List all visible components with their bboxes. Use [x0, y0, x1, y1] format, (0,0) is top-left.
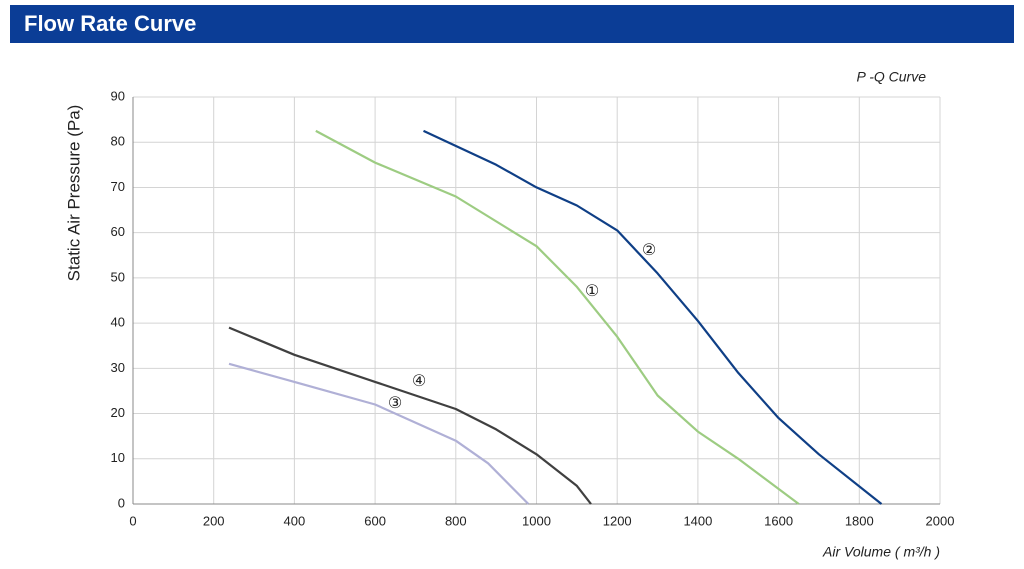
header-bar [10, 5, 1014, 43]
x-tick-label: 1200 [603, 513, 632, 528]
y-tick-label: 40 [111, 315, 125, 330]
y-tick-label: 90 [111, 88, 125, 103]
y-tick-label: 80 [111, 134, 125, 149]
x-tick-label: 800 [445, 513, 467, 528]
y-tick-label: 60 [111, 224, 125, 239]
curve-label: ③ [388, 395, 402, 412]
x-tick-label: 1000 [522, 513, 551, 528]
x-tick-label: 1400 [683, 513, 712, 528]
x-tick-label: 600 [364, 513, 386, 528]
curve-label: ② [642, 242, 656, 259]
x-tick-label: 1800 [845, 513, 874, 528]
x-tick-label: 200 [203, 513, 225, 528]
x-tick-label: 0 [129, 513, 136, 528]
y-tick-label: 70 [111, 179, 125, 194]
x-tick-label: 2000 [926, 513, 955, 528]
curve [228, 362, 530, 505]
y-tick-label: 20 [111, 405, 125, 420]
y-tick-label: 30 [111, 360, 125, 375]
curve-label: ① [585, 283, 599, 300]
curve [315, 129, 800, 505]
y-axis-label: Static Air Pressure (Pa) [64, 105, 83, 282]
curve [228, 326, 592, 505]
curve [423, 129, 883, 505]
x-tick-label: 1600 [764, 513, 793, 528]
chart-title: Flow Rate Curve [24, 11, 196, 36]
y-tick-label: 50 [111, 269, 125, 284]
chart-subtitle: P -Q Curve [857, 69, 927, 85]
y-tick-label: 0 [118, 495, 125, 510]
y-tick-label: 10 [111, 450, 125, 465]
x-tick-label: 400 [284, 513, 306, 528]
x-axis-label: Air Volume ( m³/h ) [822, 544, 940, 560]
curve-label: ④ [412, 373, 426, 390]
